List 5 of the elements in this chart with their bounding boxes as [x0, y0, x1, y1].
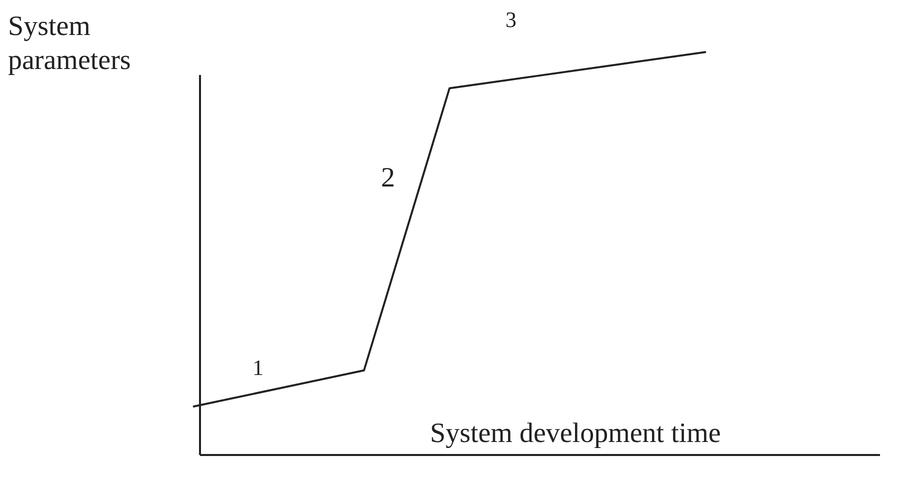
text: 3	[506, 7, 516, 32]
x-axis-title: System development time	[430, 418, 721, 449]
annotation: 2	[381, 162, 395, 194]
y-axis-title: System parameters	[8, 11, 131, 76]
annotation: 1	[252, 355, 264, 380]
